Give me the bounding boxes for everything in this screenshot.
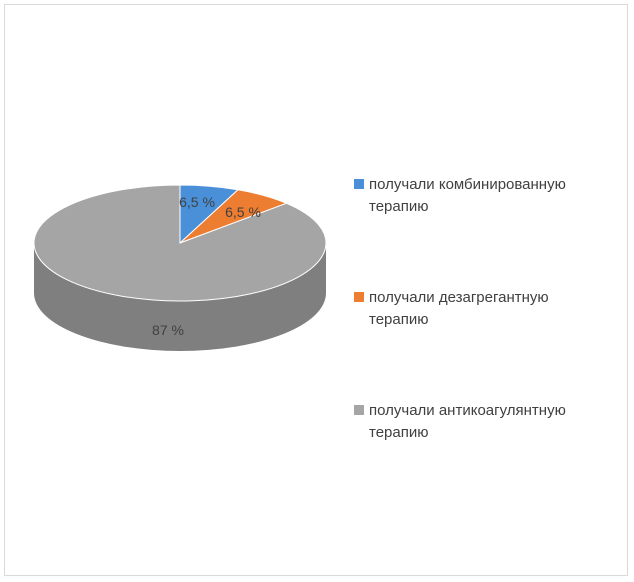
data-label-antiplatelet: 6,5 % — [225, 204, 261, 220]
pie-side-anticoagulant — [34, 243, 326, 351]
pie-labels-layer: 6,5 % 6,5 % 87 % — [152, 194, 261, 338]
legend-swatch-anticoagulant — [354, 405, 364, 415]
legend-swatch-antiplatelet — [354, 292, 364, 302]
pie-top-layer — [33, 184, 327, 302]
legend-item-antiplatelet: получали дезагрегантную терапию — [354, 287, 605, 331]
pie-slice-anticoagulant — [33, 184, 327, 302]
data-label-anticoagulant: 87 % — [152, 322, 184, 338]
legend-item-combined: получали комбинированную терапию — [354, 174, 605, 218]
pie-side-layer — [34, 243, 326, 351]
legend-item-anticoagulant: получали антикоагулянтную терапию — [354, 400, 605, 444]
legend-swatch-combined — [354, 179, 364, 189]
legend-label-anticoagulant: получали антикоагулянтную терапию — [369, 402, 566, 441]
data-label-combined: 6,5 % — [179, 194, 215, 210]
legend-label-antiplatelet: получали дезагрегантную терапию — [369, 289, 549, 328]
legend-label-combined: получали комбинированную терапию — [369, 176, 566, 215]
